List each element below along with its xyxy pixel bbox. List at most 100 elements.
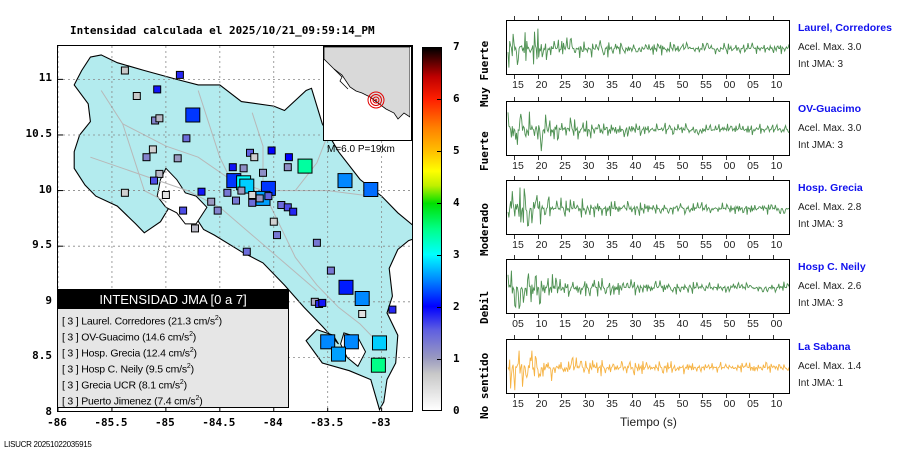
trace-tick-mark [655, 314, 656, 318]
inset-canvas [323, 46, 411, 120]
legend-acc-exp: 2 [195, 395, 200, 402]
trace-time-labels: 15 20 25 30 35 40 45 50 55 00 05 10 [506, 239, 796, 253]
trace-time-tick-label: 55 [700, 398, 712, 410]
trace-tick-mark [772, 176, 774, 180]
colorbar-tick-label: 1 [453, 352, 460, 365]
legend-acc: (14.6 cm/s [142, 331, 190, 344]
legend-station: Hosp C. Neily [81, 363, 143, 376]
trace-tick-mark [678, 335, 680, 339]
trace-tick-mark [608, 235, 609, 239]
station-marker [207, 197, 216, 206]
trace-panel[interactable] [506, 339, 790, 394]
trace-time-labels: 15 20 25 30 35 40 45 50 55 00 05 10 [506, 160, 796, 174]
y-tick-label: 8 [45, 405, 52, 418]
trace-tick-mark [655, 235, 656, 239]
trace-time-tick-label: 20 [535, 79, 548, 91]
legend-close: ) [190, 363, 195, 376]
legend-close: ) [199, 395, 203, 408]
trace-time-tick-label: 40 [676, 318, 689, 330]
station-marker [363, 182, 379, 197]
trace-tick-mark [608, 176, 609, 180]
trace-time-tick-label: 20 [535, 160, 548, 172]
station-marker [155, 169, 164, 178]
trace-time-tick-label: 00 [723, 79, 736, 91]
trace-tick-mark [749, 394, 750, 398]
trace-tick-mark [655, 75, 656, 79]
trace-time-tick-label: 15 [512, 398, 524, 410]
trace-tick-mark [655, 156, 656, 160]
station-marker [248, 191, 257, 199]
trace-time-tick-label: 45 [700, 318, 712, 330]
trace-tick-mark [772, 16, 774, 20]
legend-acc: (21.3 cm/s [167, 315, 215, 328]
legend-row: [ 3 ] OV-Guacimo (14.6 cm/s2) [58, 327, 288, 344]
trace-tick-mark [702, 335, 703, 339]
epicenter-info: M=6.0 P=19km [327, 144, 395, 155]
intensity-legend: INTENSIDAD JMA [0 a 7] [ 3 ] Laurel. Cor… [57, 289, 289, 408]
trace-tick-mark [725, 314, 727, 318]
station-marker [120, 188, 129, 197]
legend-station: Grecia UCR [81, 379, 136, 392]
trace-tick-mark [702, 97, 703, 101]
trace-time-tick-label: 15 [512, 79, 524, 91]
trace-time-tick-label: 20 [535, 398, 548, 410]
x-tick-label: -83 [370, 416, 391, 429]
station-marker [153, 85, 162, 94]
station-marker [173, 154, 182, 163]
trace-tick-mark [702, 235, 703, 239]
trace-time-tick-label: 25 [559, 398, 571, 410]
trace-tick-mark [514, 314, 515, 318]
inset-peninsula [333, 68, 349, 90]
x-tick-label: -83.5 [310, 416, 344, 429]
trace-time-tick-label: 30 [629, 318, 642, 330]
trace-panel[interactable] [506, 20, 790, 75]
station-marker [239, 164, 248, 173]
legend-jma: [ 3 ] [62, 315, 79, 328]
legend-header: INTENSIDAD JMA [0 a 7] [58, 290, 288, 309]
epicenter-inset-map [323, 46, 412, 141]
trace-time-tick-label: 10 [535, 318, 548, 330]
trace-time-tick-label: 35 [606, 160, 618, 172]
trace-tick-mark [608, 255, 609, 259]
trace-tick-mark [655, 16, 656, 20]
trace-time-tick-label: 05 [747, 398, 759, 410]
x-tick-label: -85.5 [94, 416, 128, 429]
trace-tick-mark [561, 75, 562, 79]
trace-tick-mark [772, 75, 774, 79]
trace-tick-mark [678, 75, 680, 79]
station-marker [150, 176, 158, 185]
trace-tick-mark [678, 97, 680, 101]
colorbar-tick-label: 7 [453, 40, 460, 53]
trace-time-labels: 05 10 15 20 25 30 35 40 45 50 55 00 [506, 318, 796, 332]
colorbar-category-label: Muy Fuerte [478, 40, 491, 107]
station-marker [185, 107, 201, 123]
colorbar-category-label: No sentido [478, 352, 491, 419]
trace-tick-mark [584, 235, 586, 239]
trace-tick-mark [608, 75, 609, 79]
trace-panel[interactable] [506, 180, 790, 235]
trace-tick-mark [537, 235, 539, 239]
trace-station-name: Laurel, Corredores [798, 22, 892, 34]
legend-jma: [ 3 ] [62, 395, 79, 408]
trace-panel[interactable] [506, 259, 790, 314]
trace-tick-mark [514, 156, 515, 160]
trace-time-tick-label: 20 [535, 239, 548, 251]
trace-bottom-ticks [506, 394, 790, 398]
trace-tick-mark [772, 394, 774, 398]
x-tick-label: -85 [154, 416, 175, 429]
legend-acc-exp: 2 [189, 331, 193, 338]
trace-panel[interactable] [506, 101, 790, 156]
station-marker [197, 187, 206, 196]
road-line [294, 134, 329, 191]
colorbar-tick-label: 5 [453, 144, 460, 157]
trace-time-tick-label: 30 [582, 160, 595, 172]
trace-tick-mark [678, 235, 680, 239]
trace-tick-mark [537, 255, 539, 259]
trace-acel-max: Acel. Max. 3.0 [798, 42, 862, 53]
trace-time-tick-label: 30 [582, 398, 595, 410]
legend-close: ) [193, 347, 198, 360]
trace-time-tick-label: 00 [770, 318, 783, 330]
inset-landmass [323, 46, 411, 120]
legend-acc-exp: 2 [186, 363, 191, 370]
y-tick-label: 10.5 [25, 126, 53, 140]
